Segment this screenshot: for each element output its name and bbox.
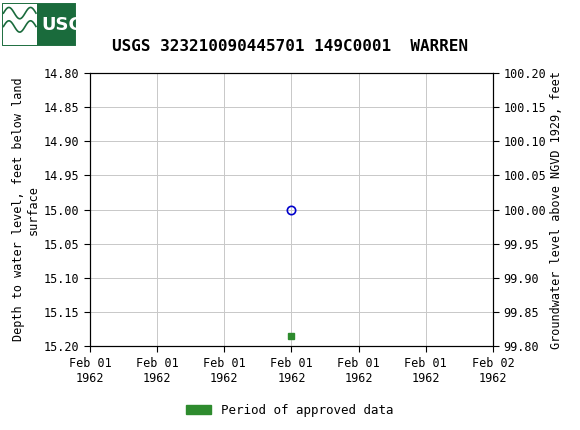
Y-axis label: Groundwater level above NGVD 1929, feet: Groundwater level above NGVD 1929, feet: [550, 71, 563, 349]
Bar: [1, 3, 77, 47]
Legend: Period of approved data: Period of approved data: [181, 399, 399, 421]
Y-axis label: Depth to water level, feet below land
surface: Depth to water level, feet below land su…: [12, 78, 39, 341]
Text: USGS 323210090445701 149C0001  WARREN: USGS 323210090445701 149C0001 WARREN: [112, 39, 468, 54]
Bar: [3, 4, 37, 46]
Text: USGS: USGS: [42, 16, 97, 34]
